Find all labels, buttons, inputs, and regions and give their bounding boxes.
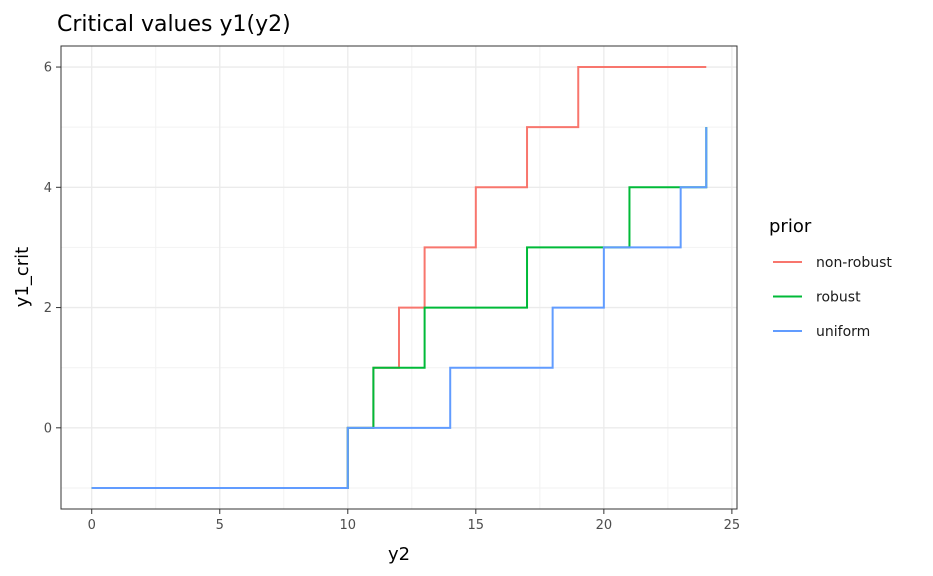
x-axis: 0 5 10 15 20 25 — [88, 509, 741, 533]
y-tick-label: 6 — [44, 61, 52, 76]
y-axis-title: y1_crit — [12, 247, 33, 307]
legend: prior non-robust robust uniform — [769, 216, 892, 340]
x-tick-label: 5 — [216, 518, 224, 533]
x-tick-label: 15 — [468, 518, 485, 533]
chart-title: Critical values y1(y2) — [57, 12, 291, 37]
y-tick-label: 2 — [44, 301, 52, 316]
x-tick-label: 10 — [340, 518, 357, 533]
x-tick-label: 0 — [88, 518, 96, 533]
x-axis-title: y2 — [388, 544, 410, 565]
legend-label-robust: robust — [816, 290, 861, 306]
y-tick-label: 4 — [44, 181, 52, 196]
legend-label-uniform: uniform — [816, 324, 870, 340]
y-axis: 0 2 4 6 — [44, 61, 61, 436]
series-line-uniform — [91, 127, 708, 489]
plot-panel — [61, 46, 737, 509]
y-tick-label: 0 — [44, 421, 52, 436]
plot-border — [60, 45, 738, 510]
x-tick-label: 20 — [596, 518, 613, 533]
legend-title: prior — [769, 216, 812, 237]
series-layer — [91, 66, 708, 489]
x-tick-label: 25 — [724, 518, 741, 533]
legend-label-non-robust: non-robust — [816, 255, 892, 271]
